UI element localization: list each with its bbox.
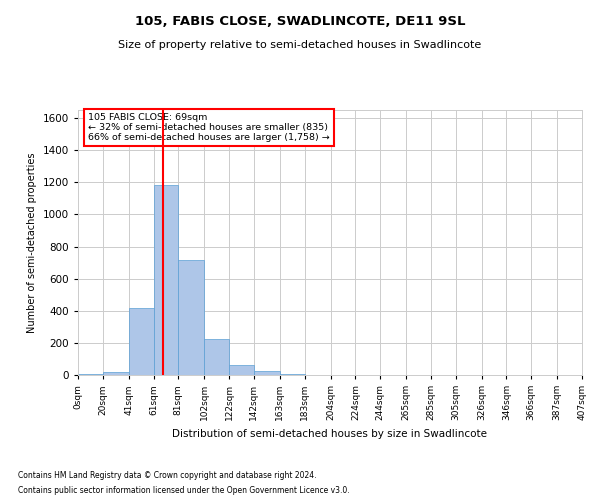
- Bar: [103, 372, 129, 375]
- Text: 105 FABIS CLOSE: 69sqm
← 32% of semi-detached houses are smaller (835)
66% of se: 105 FABIS CLOSE: 69sqm ← 32% of semi-det…: [88, 112, 330, 142]
- Y-axis label: Number of semi-detached properties: Number of semi-detached properties: [27, 152, 37, 333]
- Text: Contains public sector information licensed under the Open Government Licence v3: Contains public sector information licen…: [18, 486, 350, 495]
- Bar: [229, 366, 254, 375]
- Text: 105, FABIS CLOSE, SWADLINCOTE, DE11 9SL: 105, FABIS CLOSE, SWADLINCOTE, DE11 9SL: [135, 15, 465, 28]
- Bar: [205, 339, 229, 375]
- Bar: [154, 186, 178, 375]
- Bar: [280, 374, 305, 375]
- Bar: [254, 371, 280, 375]
- Text: Contains HM Land Registry data © Crown copyright and database right 2024.: Contains HM Land Registry data © Crown c…: [18, 471, 317, 480]
- X-axis label: Distribution of semi-detached houses by size in Swadlincote: Distribution of semi-detached houses by …: [173, 428, 487, 438]
- Bar: [129, 308, 154, 375]
- Bar: [78, 374, 103, 375]
- Bar: [178, 260, 205, 375]
- Text: Size of property relative to semi-detached houses in Swadlincote: Size of property relative to semi-detach…: [118, 40, 482, 50]
